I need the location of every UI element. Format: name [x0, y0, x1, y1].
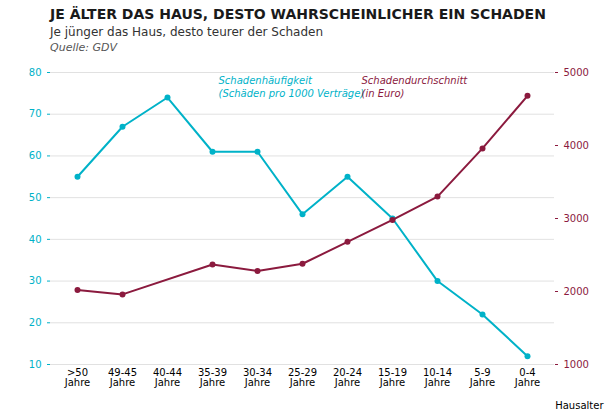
svg-text:5-9Jahre: 5-9Jahre [469, 367, 495, 388]
svg-text:15-19Jahre: 15-19Jahre [378, 367, 407, 388]
svg-text:30-34Jahre: 30-34Jahre [243, 367, 272, 388]
svg-text:1000: 1000 [564, 359, 589, 370]
svg-text:5000: 5000 [564, 67, 589, 78]
svg-text:40: 40 [29, 234, 42, 245]
svg-text:49-45Jahre: 49-45Jahre [108, 367, 137, 388]
svg-text:Hausalter: Hausalter [555, 400, 604, 411]
svg-text:3000: 3000 [564, 213, 589, 224]
svg-text:10: 10 [29, 359, 42, 370]
svg-text:Schadendurchschnitt(in Euro): Schadendurchschnitt(in Euro) [362, 75, 469, 99]
svg-text:40-44Jahre: 40-44Jahre [153, 367, 182, 388]
svg-text:70: 70 [29, 108, 42, 119]
svg-text:60: 60 [29, 150, 42, 161]
svg-text:25-29Jahre: 25-29Jahre [288, 367, 317, 388]
svg-text:0-4Jahre: 0-4Jahre [514, 367, 540, 388]
svg-text:4000: 4000 [564, 140, 589, 151]
svg-text:20: 20 [29, 317, 42, 328]
svg-text:35-39Jahre: 35-39Jahre [198, 367, 227, 388]
html-text:Quelle: GDV: Quelle: GDV [50, 41, 117, 54]
svg-text:2000: 2000 [564, 286, 589, 297]
html-text:JE ÄLTER DAS HAUS, DESTO WAHRS: JE ÄLTER DAS HAUS, DESTO WAHRSCHEINLICHE… [50, 6, 546, 22]
html-text:Je jünger das Haus, desto teur: Je jünger das Haus, desto teurer der Sch… [50, 25, 324, 39]
svg-text:80: 80 [29, 67, 42, 78]
svg-text:>50Jahre: >50Jahre [64, 367, 90, 388]
svg-text:20-24Jahre: 20-24Jahre [333, 367, 362, 388]
svg-text:Schadenhäufigkeit(Schäden pro: Schadenhäufigkeit(Schäden pro 1000 Vertr… [219, 75, 365, 99]
svg-text:30: 30 [29, 275, 42, 286]
svg-text:10-14Jahre: 10-14Jahre [423, 367, 452, 388]
svg-text:50: 50 [29, 192, 42, 203]
